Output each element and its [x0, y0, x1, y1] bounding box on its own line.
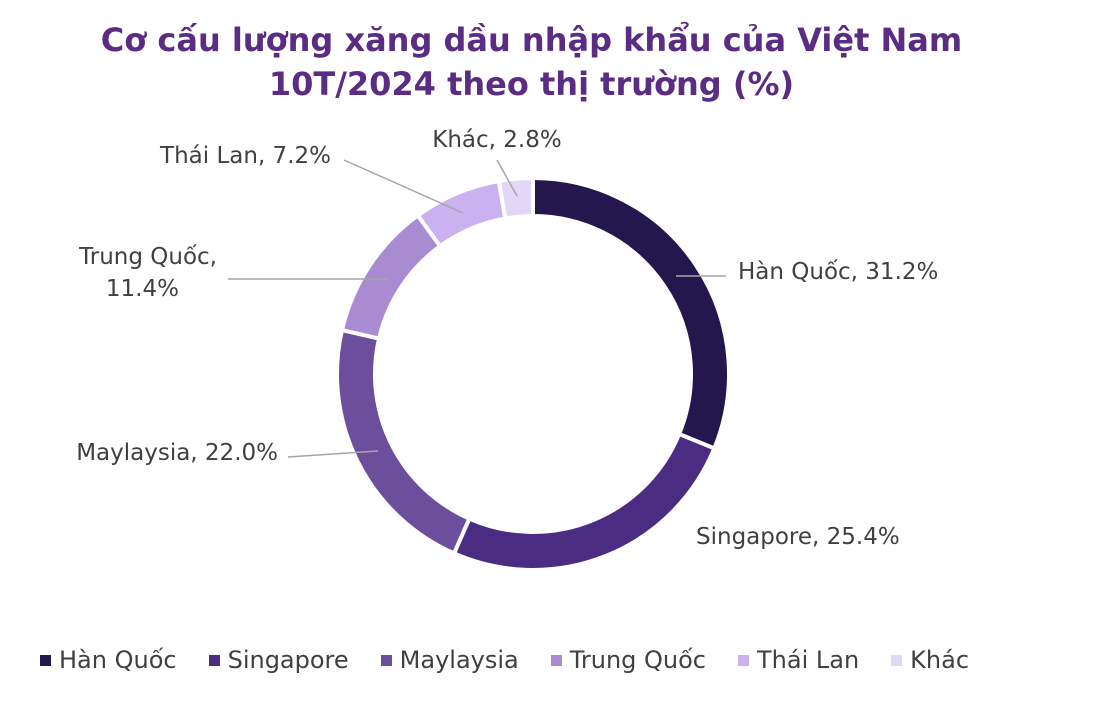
leader-line-5: [496, 159, 518, 197]
chart-title-line-2: 10T/2024 theo thị trường (%): [268, 65, 795, 103]
legend-item-4: Thái Lan: [738, 646, 859, 674]
data-label-2: Maylaysia, 22.0%: [76, 440, 278, 466]
chart-title: Cơ cấu lượng xăng dầu nhập khẩu của Việt…: [0, 18, 1063, 106]
legend-label-0: Hàn Quốc: [59, 646, 177, 674]
donut-chart: Hàn Quốc, 31.2% Singapore, 25.4% Maylaysia…: [76, 127, 938, 572]
legend-swatch-4: [738, 654, 749, 666]
legend-swatch-2: [380, 654, 392, 666]
data-label-5: Khác, 2.8%: [432, 127, 561, 153]
legend-item-2: Maylaysia: [380, 646, 519, 674]
donut-slice-5: [496, 175, 535, 221]
data-label-0: Hàn Quốc, 31.2%: [738, 259, 938, 285]
legend-item-1: Singapore: [208, 646, 349, 674]
legend-swatch-3: [550, 654, 562, 666]
legend-swatch-1: [208, 654, 220, 666]
legend-label-2: Maylaysia: [399, 646, 519, 674]
donut-slice-2: [335, 327, 472, 557]
donut-slice-4: [415, 178, 508, 249]
data-label-3: Trung Quốc, 11.4%: [78, 244, 217, 302]
legend-item-0: Hàn Quốc: [40, 646, 177, 674]
leader-line-4: [343, 159, 464, 214]
data-label-1: Singapore, 25.4%: [696, 524, 900, 550]
chart-legend: Hàn Quốc Singapore Maylaysia Trung Quốc Thái…: [40, 646, 1001, 674]
legend-label-5: Khác: [910, 646, 970, 674]
legend-label-1: Singapore: [227, 646, 349, 674]
chart-title-line-1: Cơ cấu lượng xăng dầu nhập khẩu của Việt…: [100, 21, 963, 59]
legend-item-3: Trung Quốc: [550, 646, 706, 674]
donut-slice-3: [339, 212, 443, 341]
data-label-4: Thái Lan, 7.2%: [159, 143, 331, 169]
legend-label-4: Thái Lan: [757, 646, 860, 674]
donut-slice-1: [451, 431, 717, 572]
leader-line-2: [287, 450, 379, 458]
donut-slice-0: [531, 175, 731, 452]
legend-item-5: Khác: [891, 646, 969, 674]
legend-swatch-0: [40, 654, 51, 666]
legend-label-3: Trung Quốc: [569, 646, 706, 674]
legend-swatch-5: [891, 654, 903, 666]
